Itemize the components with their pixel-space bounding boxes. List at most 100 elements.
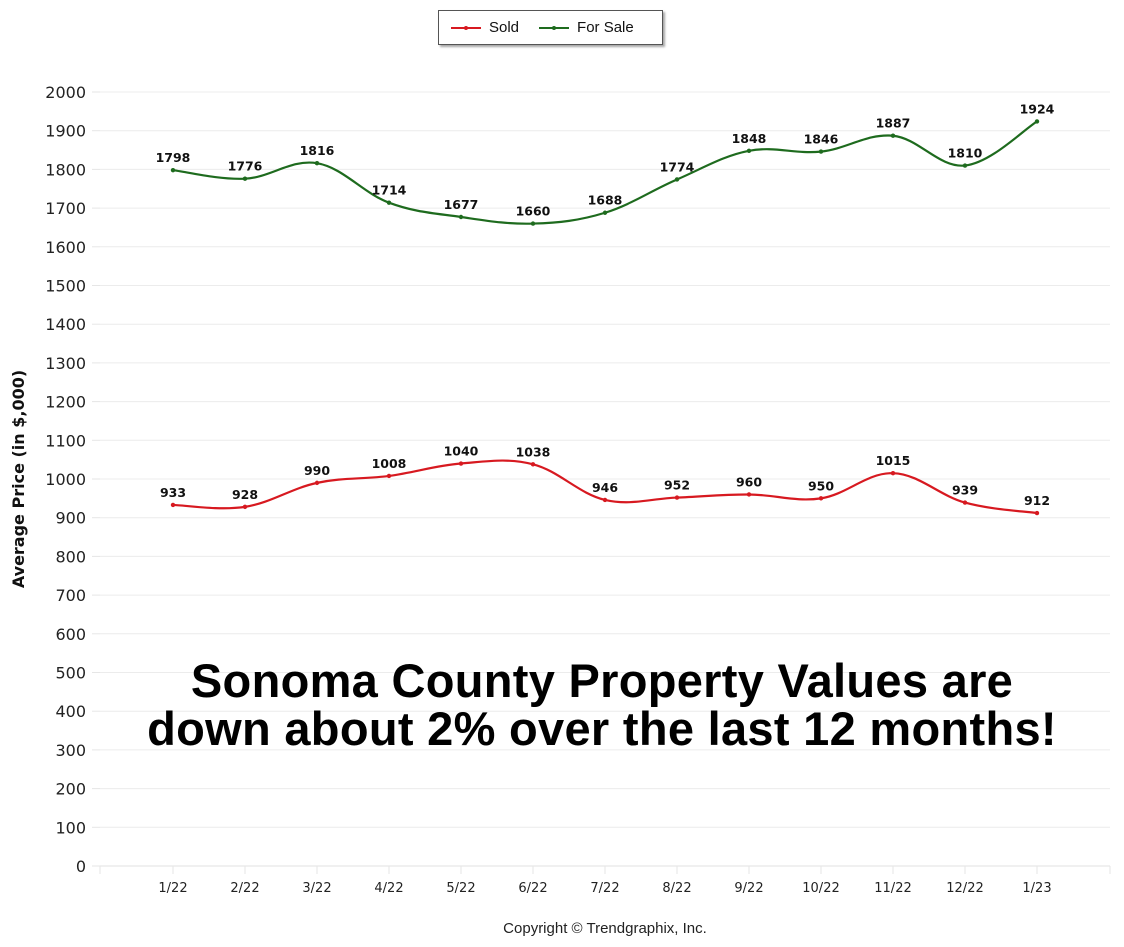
data-point-sold	[962, 500, 968, 505]
y-axis-title: Average Price (in $,000)	[9, 370, 28, 588]
data-point-sold	[746, 492, 752, 497]
data-point-for-sale	[1034, 119, 1040, 124]
x-tick-label: 8/22	[662, 881, 691, 896]
data-label-for-sale: 1677	[444, 197, 479, 212]
y-tick-label: 1100	[45, 431, 86, 450]
data-point-sold	[386, 473, 392, 479]
data-point-sold	[818, 496, 824, 501]
legend: Sold For Sale	[438, 10, 663, 45]
data-point-sold	[1034, 510, 1040, 516]
data-label-sold: 912	[1024, 493, 1050, 508]
data-point-for-sale	[818, 149, 824, 154]
data-point-for-sale	[890, 133, 896, 138]
y-tick-label: 500	[55, 664, 86, 683]
y-tick-label: 1600	[45, 238, 86, 257]
y-tick-label: 1200	[45, 393, 86, 412]
data-point-sold	[602, 497, 608, 503]
data-label-for-sale: 1848	[732, 131, 767, 146]
data-label-for-sale: 1774	[660, 159, 695, 174]
data-label-for-sale: 1846	[804, 132, 839, 147]
data-label-for-sale: 1887	[876, 116, 911, 131]
data-label-sold: 1015	[876, 453, 911, 468]
data-label-for-sale: 1810	[948, 146, 983, 161]
copyright-footer: Copyright © Trendgraphix, Inc.	[503, 920, 707, 937]
data-point-sold	[170, 502, 176, 508]
data-point-for-sale	[314, 161, 320, 166]
data-point-for-sale	[170, 167, 176, 173]
legend-item-for-sale[interactable]: For Sale	[539, 19, 634, 36]
legend-swatch-for-sale	[539, 25, 570, 30]
y-tick-label: 1300	[45, 354, 86, 373]
data-point-for-sale	[962, 163, 968, 168]
x-tick-label: 4/22	[374, 881, 403, 896]
data-labels: 933 928 990 1008 1040 1038 946 952 960 950 1015 939…	[156, 101, 1055, 508]
y-tick-label: 0	[76, 857, 86, 876]
data-label-sold: 1038	[516, 444, 551, 459]
data-label-for-sale: 1798	[156, 150, 191, 165]
data-label-sold: 960	[736, 474, 762, 489]
x-tick-label: 12/22	[946, 881, 983, 896]
data-point-for-sale	[458, 214, 464, 220]
y-tick-label: 200	[55, 780, 86, 799]
x-tick-label: 11/22	[874, 881, 911, 896]
legend-item-sold[interactable]: Sold	[451, 19, 519, 36]
y-tick-label: 600	[55, 625, 86, 644]
legend-label-sold: Sold	[489, 19, 520, 36]
data-point-sold	[314, 480, 320, 486]
legend-swatch-sold	[451, 25, 481, 30]
y-tick-label: 400	[55, 702, 86, 721]
legend-label-for-sale: For Sale	[577, 19, 634, 36]
x-tick-label: 1/23	[1022, 881, 1051, 896]
x-tick-label: 6/22	[518, 881, 547, 896]
y-tick-label: 1800	[45, 160, 86, 179]
y-tick-label: 900	[55, 509, 86, 528]
data-label-sold: 928	[232, 487, 258, 502]
data-point-for-sale	[602, 210, 608, 215]
data-point-for-sale	[674, 177, 680, 182]
x-tick-label: 9/22	[734, 881, 763, 896]
y-tick-label: 300	[55, 741, 86, 760]
y-tick-label: 1000	[45, 470, 86, 489]
data-point-for-sale	[530, 221, 536, 226]
data-label-for-sale: 1660	[516, 204, 551, 219]
y-axis-ticks: 0 100 200 300 400 500 600 700 800 900 1000 1100 1200…	[45, 83, 86, 876]
chart-annotation: Sonoma County Property Values are down a…	[100, 657, 1104, 753]
data-label-for-sale: 1776	[228, 159, 263, 174]
data-point-for-sale	[386, 200, 392, 205]
data-point-for-sale	[242, 176, 248, 181]
y-tick-label: 700	[55, 586, 86, 605]
x-axis-ticks: 1/22 2/22 3/22 4/22 5/22 6/22 7/22 8/22 9/22 10/2…	[99, 866, 1111, 896]
series-lines	[170, 119, 1040, 516]
data-label-sold: 950	[808, 478, 834, 493]
data-point-sold	[242, 504, 248, 510]
data-label-sold: 990	[304, 463, 330, 478]
data-label-for-sale: 1688	[588, 193, 623, 208]
data-label-sold: 952	[664, 478, 690, 493]
data-label-sold: 1040	[444, 444, 479, 459]
y-tick-label: 800	[55, 547, 86, 566]
x-tick-label: 7/22	[590, 881, 619, 896]
data-label-for-sale: 1924	[1020, 101, 1055, 116]
x-tick-label: 3/22	[302, 881, 331, 896]
y-tick-label: 1500	[45, 277, 86, 296]
data-label-sold: 939	[952, 483, 978, 498]
data-label-for-sale: 1714	[372, 183, 407, 198]
data-label-for-sale: 1816	[300, 143, 335, 158]
data-point-sold	[674, 495, 680, 500]
gridlines	[92, 91, 1110, 867]
x-tick-label: 1/22	[158, 881, 187, 896]
data-point-for-sale	[746, 148, 752, 154]
annotation-line-1: Sonoma County Property Values are	[190, 654, 1014, 707]
y-tick-label: 2000	[45, 83, 86, 102]
y-tick-label: 1900	[45, 122, 86, 141]
x-tick-label: 2/22	[230, 881, 259, 896]
x-tick-label: 5/22	[446, 881, 475, 896]
data-label-sold: 946	[592, 480, 618, 495]
y-tick-label: 1400	[45, 315, 86, 334]
y-tick-label: 100	[55, 818, 86, 837]
data-label-sold: 1008	[372, 456, 407, 471]
annotation-line-2: down about 2% over the last 12 months!	[147, 702, 1057, 755]
x-tick-label: 10/22	[802, 881, 839, 896]
data-point-sold	[530, 462, 536, 467]
